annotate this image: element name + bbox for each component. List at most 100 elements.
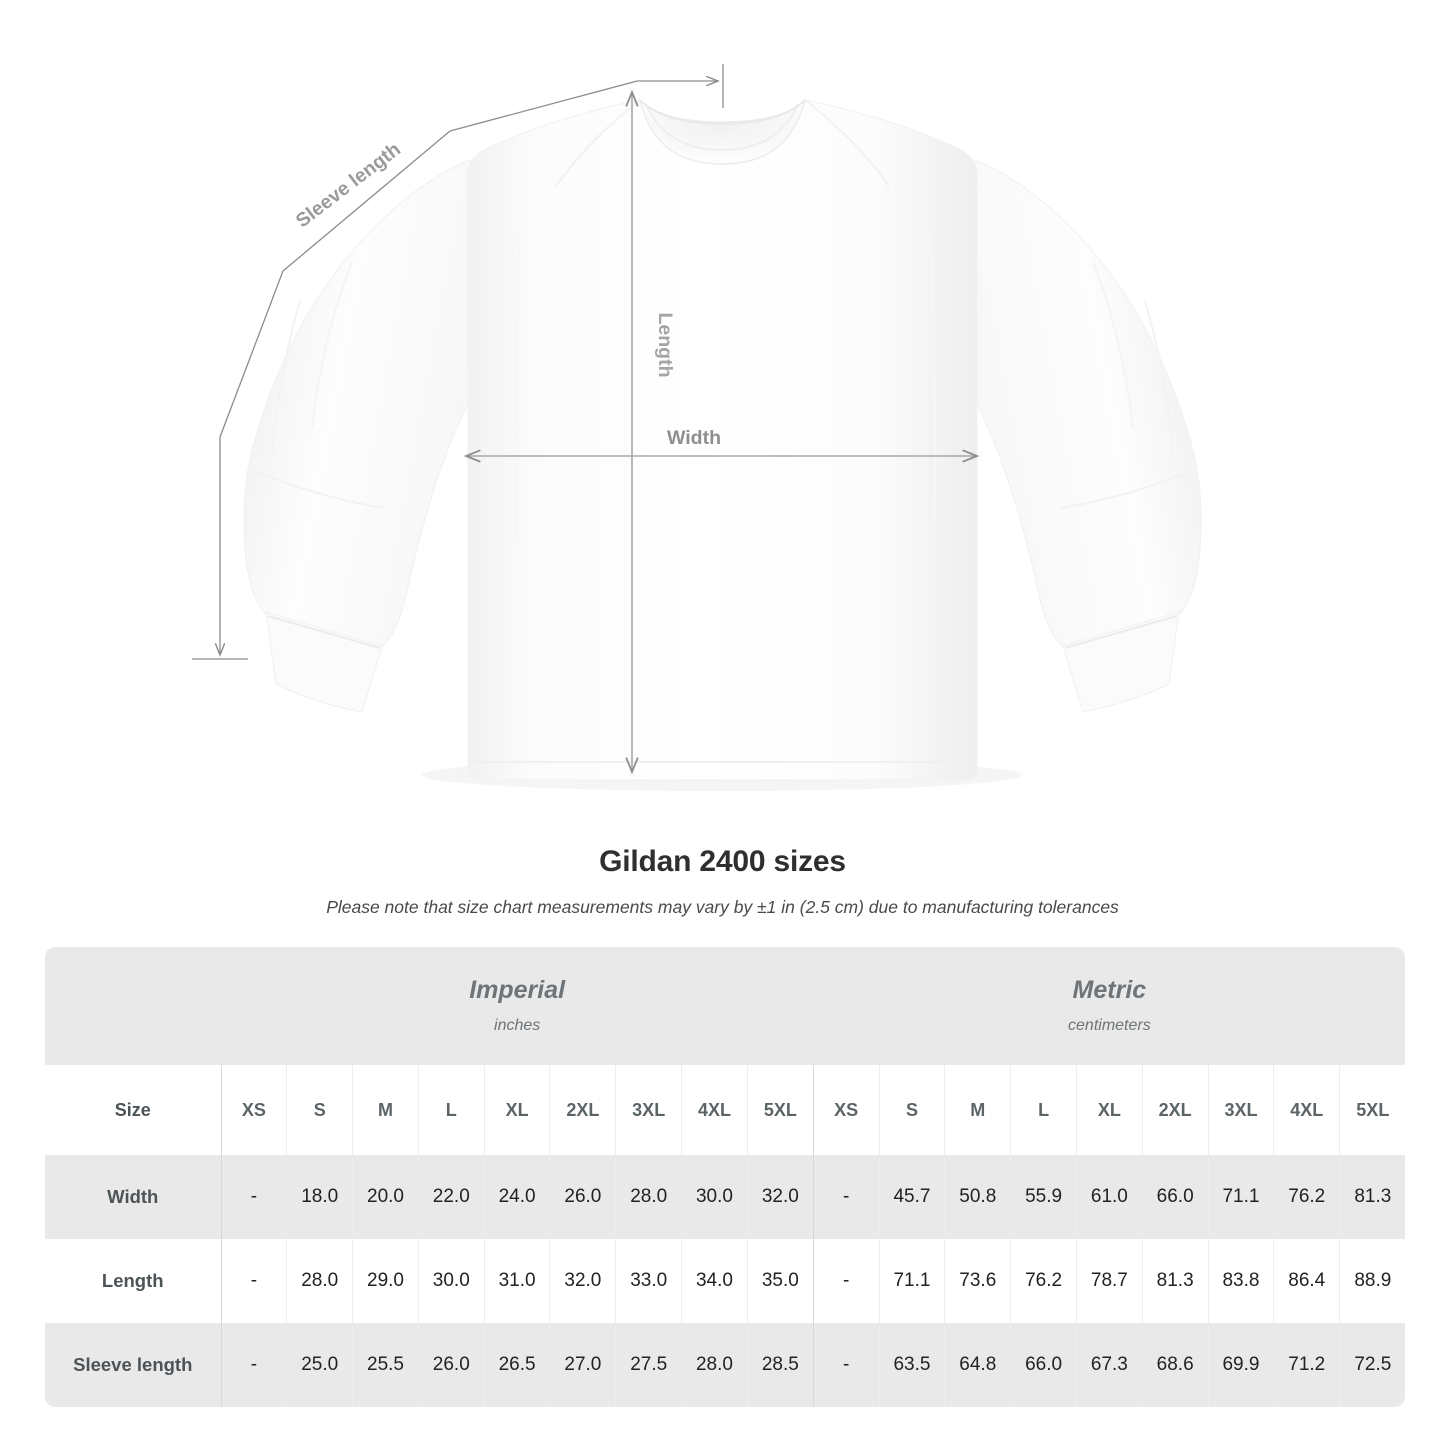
cell-imperial-xl: 26.5 [483,1323,550,1407]
length-measure: Length [632,92,676,772]
size-header-imperial-4xl: 4XL [681,1065,748,1155]
table-row: Length -28.0 29.0 30.0 31.0 32.0 33.0 34.0 35.0-… [45,1239,1406,1323]
size-header-imperial-2xl: 2XL [549,1065,616,1155]
cell-imperial-xs: - [220,1323,287,1407]
title-block: Gildan 2400 sizes Please note that size … [0,845,1445,918]
cell-metric-5xl: 72.5 [1339,1323,1406,1407]
size-header-row: Size XS S M L XL 2XL 3XL 4XL 5XL XS S M L XL 2XL 3XL 4XL… [45,1065,1406,1155]
cell-imperial-l: 30.0 [417,1239,485,1323]
cell-metric-xl: 78.7 [1075,1239,1143,1323]
cell-imperial-xl: 31.0 [483,1239,550,1323]
cell-metric-xl: 61.0 [1075,1155,1143,1239]
cell-metric-m: 50.8 [944,1155,1011,1239]
cell-imperial-s: 28.0 [286,1239,353,1323]
cell-imperial-3xl: 28.0 [615,1155,682,1239]
size-header-label: Size [45,1065,221,1155]
size-header-metric-xl: XL [1075,1065,1143,1155]
page-title: Gildan 2400 sizes [599,845,846,878]
table-row: Sleeve length -25.0 25.5 26.0 26.5 27.0 27.5 28… [45,1323,1406,1407]
row-label-sleeve-length: Sleeve length [45,1323,221,1407]
size-header-imperial-xl: XL [483,1065,550,1155]
size-header-imperial-s: S [286,1065,353,1155]
unit-metric-name: Metric [1072,976,1147,1005]
length-label: Length [654,313,676,378]
cell-metric-2xl: 81.3 [1141,1239,1209,1323]
cell-imperial-xs: - [220,1155,287,1239]
size-header-metric-l: L [1010,1065,1077,1155]
cell-metric-3xl: 71.1 [1207,1155,1274,1239]
collar [638,97,807,165]
cell-metric-s: 63.5 [878,1323,945,1407]
row-label-width: Width [45,1155,221,1239]
size-table-head: Imperial inches Metric centimeters Size … [45,947,1406,1155]
size-table-container: Imperial inches Metric centimeters Size … [45,947,1406,1407]
size-header-metric-xs: XS [812,1065,880,1155]
cell-metric-m: 64.8 [944,1323,1011,1407]
size-header-imperial-5xl: 5XL [746,1065,814,1155]
unit-banner-row: Imperial inches Metric centimeters [45,947,1406,1065]
cell-metric-l: 55.9 [1010,1155,1077,1239]
cell-metric-xs: - [812,1323,880,1407]
cell-imperial-4xl: 30.0 [681,1155,748,1239]
size-header-imperial-3xl: 3XL [615,1065,682,1155]
cell-imperial-m: 20.0 [352,1155,419,1239]
cell-imperial-5xl: 32.0 [746,1155,814,1239]
size-header-metric-m: M [944,1065,1011,1155]
table-row: Width -18.0 20.0 22.0 24.0 26.0 28.0 30.0 32.0-4… [45,1155,1406,1239]
cell-metric-s: 45.7 [878,1155,945,1239]
size-header-imperial-l: L [417,1065,485,1155]
cell-imperial-l: 26.0 [417,1323,485,1407]
cell-imperial-m: 25.5 [352,1323,419,1407]
cell-imperial-5xl: 35.0 [746,1239,814,1323]
unit-imperial-name: Imperial [469,976,566,1005]
cell-metric-xl: 67.3 [1075,1323,1143,1407]
size-header-metric-5xl: 5XL [1339,1065,1406,1155]
cell-imperial-4xl: 28.0 [681,1323,748,1407]
size-header-metric-3xl: 3XL [1207,1065,1274,1155]
cell-metric-l: 66.0 [1010,1323,1077,1407]
cell-metric-5xl: 81.3 [1339,1155,1406,1239]
cell-imperial-s: 18.0 [286,1155,353,1239]
unit-banner-spacer [45,947,221,1065]
cell-imperial-xs: - [220,1239,287,1323]
cell-metric-4xl: 76.2 [1273,1155,1340,1239]
cell-metric-s: 71.1 [878,1239,945,1323]
cell-imperial-l: 22.0 [417,1155,485,1239]
tolerance-note: Please note that size chart measurements… [326,897,1119,917]
unit-metric-sub: centimeters [1068,1016,1151,1034]
cell-metric-4xl: 86.4 [1273,1239,1340,1323]
size-header-imperial-m: M [352,1065,419,1155]
unit-imperial-sub: inches [494,1016,541,1034]
cell-imperial-2xl: 26.0 [549,1155,616,1239]
cell-metric-3xl: 83.8 [1207,1239,1274,1323]
garment-body [467,99,978,781]
cell-imperial-xl: 24.0 [483,1155,550,1239]
width-measure: Width [466,427,977,456]
size-header-imperial-xs: XS [220,1065,287,1155]
cell-metric-l: 76.2 [1010,1239,1077,1323]
garment-diagram: Sleeve length Length Width [192,64,1202,781]
unit-imperial: Imperial inches [221,947,814,1065]
cell-imperial-4xl: 34.0 [681,1239,748,1323]
cell-imperial-2xl: 27.0 [549,1323,616,1407]
size-table-body: Width -18.0 20.0 22.0 24.0 26.0 28.0 30.0 32.0-4… [45,1155,1406,1407]
cell-metric-m: 73.6 [944,1239,1011,1323]
cell-metric-3xl: 69.9 [1207,1323,1274,1407]
size-table: Imperial inches Metric centimeters Size … [45,947,1406,1407]
cell-metric-2xl: 66.0 [1141,1155,1209,1239]
cell-metric-5xl: 88.9 [1339,1239,1406,1323]
cell-metric-4xl: 71.2 [1273,1323,1340,1407]
cell-metric-2xl: 68.6 [1141,1323,1209,1407]
cell-imperial-3xl: 27.5 [615,1323,682,1407]
width-label: Width [667,427,721,449]
cell-imperial-2xl: 32.0 [549,1239,616,1323]
unit-metric: Metric centimeters [813,947,1406,1065]
row-label-length: Length [45,1239,221,1323]
cell-metric-xs: - [812,1239,880,1323]
cell-imperial-3xl: 33.0 [615,1239,682,1323]
size-header-metric-2xl: 2XL [1141,1065,1209,1155]
cell-imperial-5xl: 28.5 [746,1323,814,1407]
cell-metric-xs: - [812,1155,880,1239]
size-header-metric-s: S [878,1065,945,1155]
